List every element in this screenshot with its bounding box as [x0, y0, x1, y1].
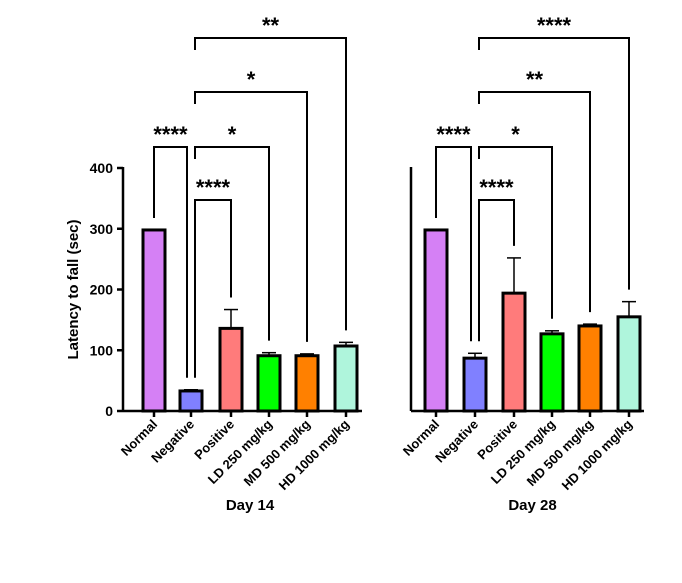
significance-label: ** [262, 13, 280, 38]
panel-title: Day 14 [226, 497, 275, 514]
y-axis-label: Latency to fall (sec) [65, 219, 82, 359]
significance-label: **** [196, 175, 231, 200]
significance-bracket [194, 91, 308, 342]
significance-label: * [228, 122, 237, 147]
significance-bracket [478, 146, 553, 319]
x-tick-label: HD 1000 mg/kg [276, 416, 353, 493]
significance-bracket [194, 37, 347, 331]
bar [141, 228, 167, 413]
y-tick-label: 400 [90, 160, 114, 176]
significance-label: **** [436, 122, 471, 147]
y-tick-label: 200 [90, 282, 114, 298]
significance-label: * [511, 122, 520, 147]
significance-label: * [247, 67, 256, 92]
panel-title: Day 28 [508, 497, 556, 514]
significance-label: **** [153, 122, 188, 147]
bar [577, 324, 603, 413]
x-tick-label: MD 500 mg/kg [241, 416, 313, 488]
bar [616, 315, 642, 413]
bar [256, 354, 282, 413]
bar [218, 326, 244, 413]
significance-label: **** [479, 175, 514, 200]
x-tick-label: Negative [432, 417, 481, 466]
bar [501, 291, 527, 413]
significance-label: ** [526, 67, 544, 92]
y-tick-label: 300 [90, 221, 114, 237]
y-tick-label: 100 [90, 342, 114, 358]
bar [294, 354, 320, 413]
significance-bracket [478, 199, 515, 342]
significance-bracket [478, 37, 630, 290]
bar [462, 356, 488, 413]
x-tick-label: HD 1000 mg/kg [559, 416, 636, 493]
significance-bracket [153, 146, 188, 378]
bar [333, 344, 359, 413]
significance-label: **** [537, 13, 572, 38]
bar [423, 228, 449, 413]
y-tick-label: 0 [105, 403, 113, 419]
bar [539, 332, 565, 413]
x-tick-label: MD 500 mg/kg [524, 416, 596, 488]
significance-bracket [478, 91, 591, 313]
significance-bracket [435, 146, 472, 342]
bar [178, 389, 204, 413]
significance-bracket [194, 146, 270, 341]
significance-bracket [194, 199, 232, 378]
